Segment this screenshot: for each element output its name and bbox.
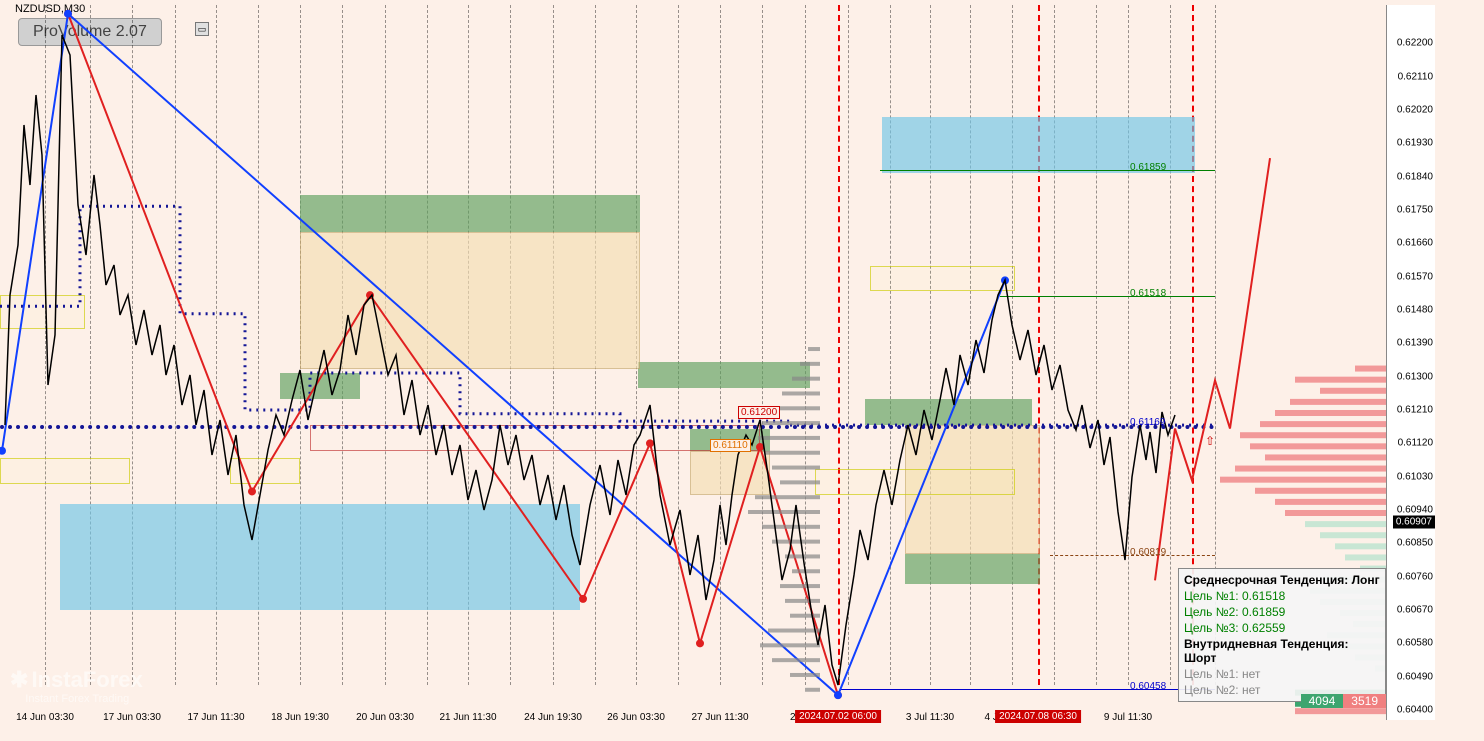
watermark: ✱ InstaForex Instant Forex Trading: [10, 667, 143, 705]
current-price-marker: 0.60907: [1393, 516, 1435, 529]
target-3: Цель №3: 0.62559: [1184, 620, 1380, 636]
info-panel: Среднесрочная Тенденция: Лонг Цель №1: 0…: [1178, 568, 1386, 702]
chart-plot-area[interactable]: 0.618590.615180.612000.611100.611690.608…: [0, 5, 1215, 705]
volume-counter: 40943519: [1301, 694, 1386, 708]
x-axis: 14 Jun 03:3017 Jun 03:3017 Jun 11:3018 J…: [0, 709, 1435, 725]
intra-trend-row: Внутридневная Тенденция: Шорт: [1184, 636, 1380, 666]
chart-container[interactable]: NZDUSD,M30 ProVolume 2.07 ▭ 0.618590.615…: [0, 0, 1435, 725]
target-1: Цель №1: 0.61518: [1184, 588, 1380, 604]
intra-target-1: Цель №1: нет: [1184, 666, 1380, 682]
forecast-arrow-icon: ⇧: [1205, 434, 1215, 448]
mid-trend-row: Среднесрочная Тенденция: Лонг: [1184, 572, 1380, 588]
counter-red: 3519: [1343, 694, 1386, 708]
target-2: Цель №2: 0.61859: [1184, 604, 1380, 620]
counter-green: 4094: [1301, 694, 1344, 708]
y-axis: 0.622000.621100.620200.619300.618400.617…: [1386, 5, 1435, 720]
candlestick-series: [0, 5, 1215, 705]
